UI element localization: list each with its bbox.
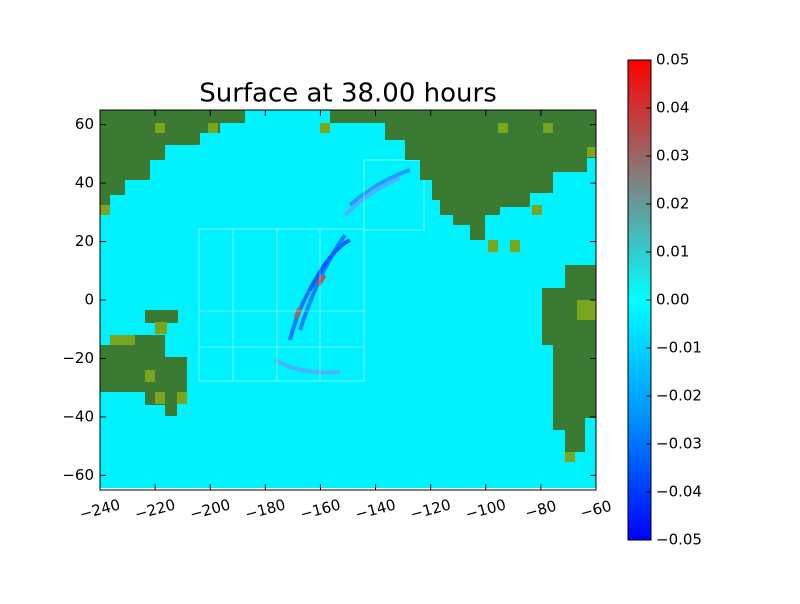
x-tick-label: −200 — [188, 495, 232, 523]
asia — [100, 110, 245, 205]
colorbar-tick-label: −0.01 — [656, 339, 702, 357]
new-guinea — [145, 310, 178, 323]
colorbar-tick-label: −0.02 — [656, 387, 702, 405]
y-tick-label: 40 — [75, 174, 94, 192]
y-tick-label: 20 — [75, 232, 94, 250]
chart-title: Surface at 38.00 hours — [199, 79, 497, 109]
x-tick-label: −240 — [78, 495, 122, 523]
x-tick-label: −100 — [463, 495, 507, 523]
colorbar-tick-label: 0.02 — [656, 195, 689, 213]
x-tick-label: −140 — [353, 495, 397, 523]
colorbar-tick-label: −0.05 — [656, 531, 702, 549]
y-tick-label: 0 — [84, 291, 94, 309]
colorbar-tick-label: −0.04 — [656, 483, 702, 501]
edge — [100, 488, 596, 490]
colorbar-tick-label: 0.00 — [656, 291, 689, 309]
colorbar-tick-label: −0.03 — [656, 435, 702, 453]
x-tick-label: −160 — [298, 495, 342, 523]
colorbar-tick-label: 0.04 — [656, 99, 689, 117]
australia — [100, 335, 187, 416]
north-america — [318, 110, 596, 240]
x-tick-label: −80 — [523, 497, 558, 523]
x-tick-label: −220 — [133, 495, 177, 523]
y-tick-label: −20 — [62, 349, 94, 367]
y-tick-label: −40 — [62, 407, 94, 425]
map — [100, 110, 596, 490]
y-tick-label: −60 — [62, 466, 94, 484]
colorbar-tick-label: 0.05 — [656, 51, 689, 69]
patches — [198, 159, 425, 382]
colorbar-tick-label: 0.01 — [656, 243, 689, 261]
x-tick-label: −120 — [408, 495, 452, 523]
x-tick-label: −60 — [578, 497, 613, 523]
colorbar-tick-label: 0.03 — [656, 147, 689, 165]
coast-cells — [100, 123, 596, 462]
y-tick-label: 60 — [75, 115, 94, 133]
x-tick-label: −180 — [243, 495, 287, 523]
